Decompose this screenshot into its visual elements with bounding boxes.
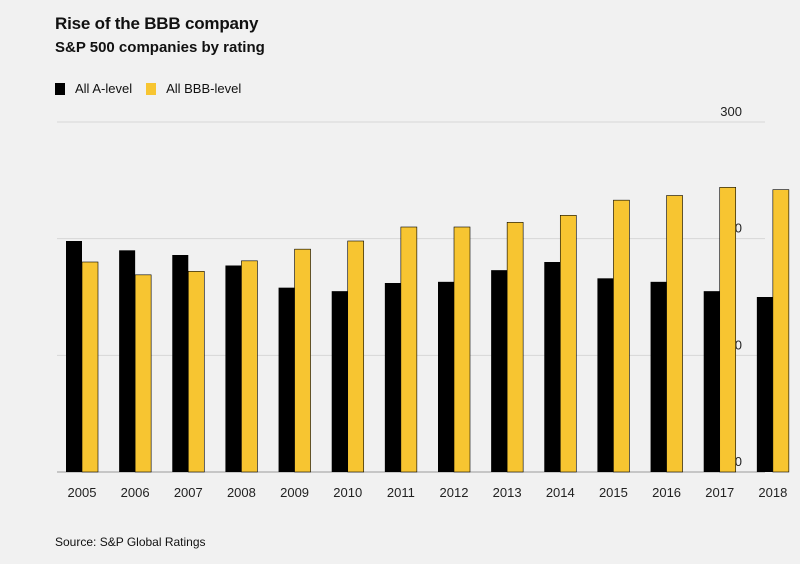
bar-a-level	[278, 287, 295, 472]
bar-a-level	[384, 283, 401, 472]
x-tick-label: 2010	[333, 485, 362, 500]
bar-bbb-level	[400, 226, 418, 473]
bar-bbb-level	[666, 195, 683, 473]
bar-bbb-level	[187, 271, 205, 473]
x-tick-label: 2018	[758, 485, 787, 500]
chart-title: Rise of the BBB company	[55, 14, 259, 33]
bar-a-level	[756, 297, 773, 472]
x-tick-label: 2017	[705, 485, 734, 500]
bar-bbb-level	[81, 261, 99, 473]
x-tick-label: 2012	[440, 485, 469, 500]
x-tick-label: 2007	[174, 485, 203, 500]
x-tick-label: 2008	[227, 485, 256, 500]
bar-a-level	[491, 270, 508, 472]
bar-bbb-level	[772, 189, 790, 473]
legend: All A-level All BBB-level	[55, 81, 255, 96]
bar-a-level	[66, 241, 82, 472]
x-tick-label: 2011	[387, 485, 415, 500]
x-tick-label: 2005	[68, 485, 97, 500]
bar-bbb-level	[613, 199, 630, 473]
bar-a-level	[225, 265, 242, 472]
bar-a-level	[597, 278, 614, 472]
bar-a-level	[172, 255, 189, 472]
y-tick-label: 0	[735, 454, 742, 469]
bar-a-level	[703, 291, 720, 472]
bar-a-level	[438, 281, 454, 472]
bar-bbb-level	[506, 222, 524, 473]
x-tick-label: 2015	[599, 485, 628, 500]
legend-item-bbb-level: All BBB-level	[146, 81, 241, 96]
legend-label-bbb-level: All BBB-level	[166, 81, 242, 96]
legend-swatch-a-level	[55, 82, 65, 95]
x-tick-label: 2006	[121, 485, 150, 500]
y-tick-label: 300	[720, 104, 742, 119]
x-tick-label: 2009	[280, 485, 309, 500]
bar-bbb-level	[134, 274, 152, 473]
x-tick-label: 2016	[652, 485, 681, 500]
chart-subtitle: S&P 500 companies by rating	[55, 39, 265, 56]
legend-swatch-bbb-level	[146, 82, 157, 95]
bar-a-level	[119, 250, 136, 472]
bar-bbb-level	[453, 226, 471, 473]
bar-bbb-level	[241, 260, 258, 473]
bar-a-level	[544, 262, 561, 472]
x-tick-label: 2014	[546, 485, 575, 500]
x-tick-label: 2013	[493, 485, 522, 500]
bar-bbb-level	[719, 187, 737, 473]
bar-bbb-level	[294, 248, 311, 473]
bar-a-level	[650, 281, 667, 472]
legend-label-a-level: All A-level	[75, 81, 133, 96]
bar-a-level	[331, 291, 348, 472]
legend-item-a-level: All A-level	[55, 81, 132, 96]
bar-bbb-level	[559, 215, 577, 473]
bar-bbb-level	[347, 240, 365, 473]
source-note: Source: S&P Global Ratings	[55, 535, 206, 549]
